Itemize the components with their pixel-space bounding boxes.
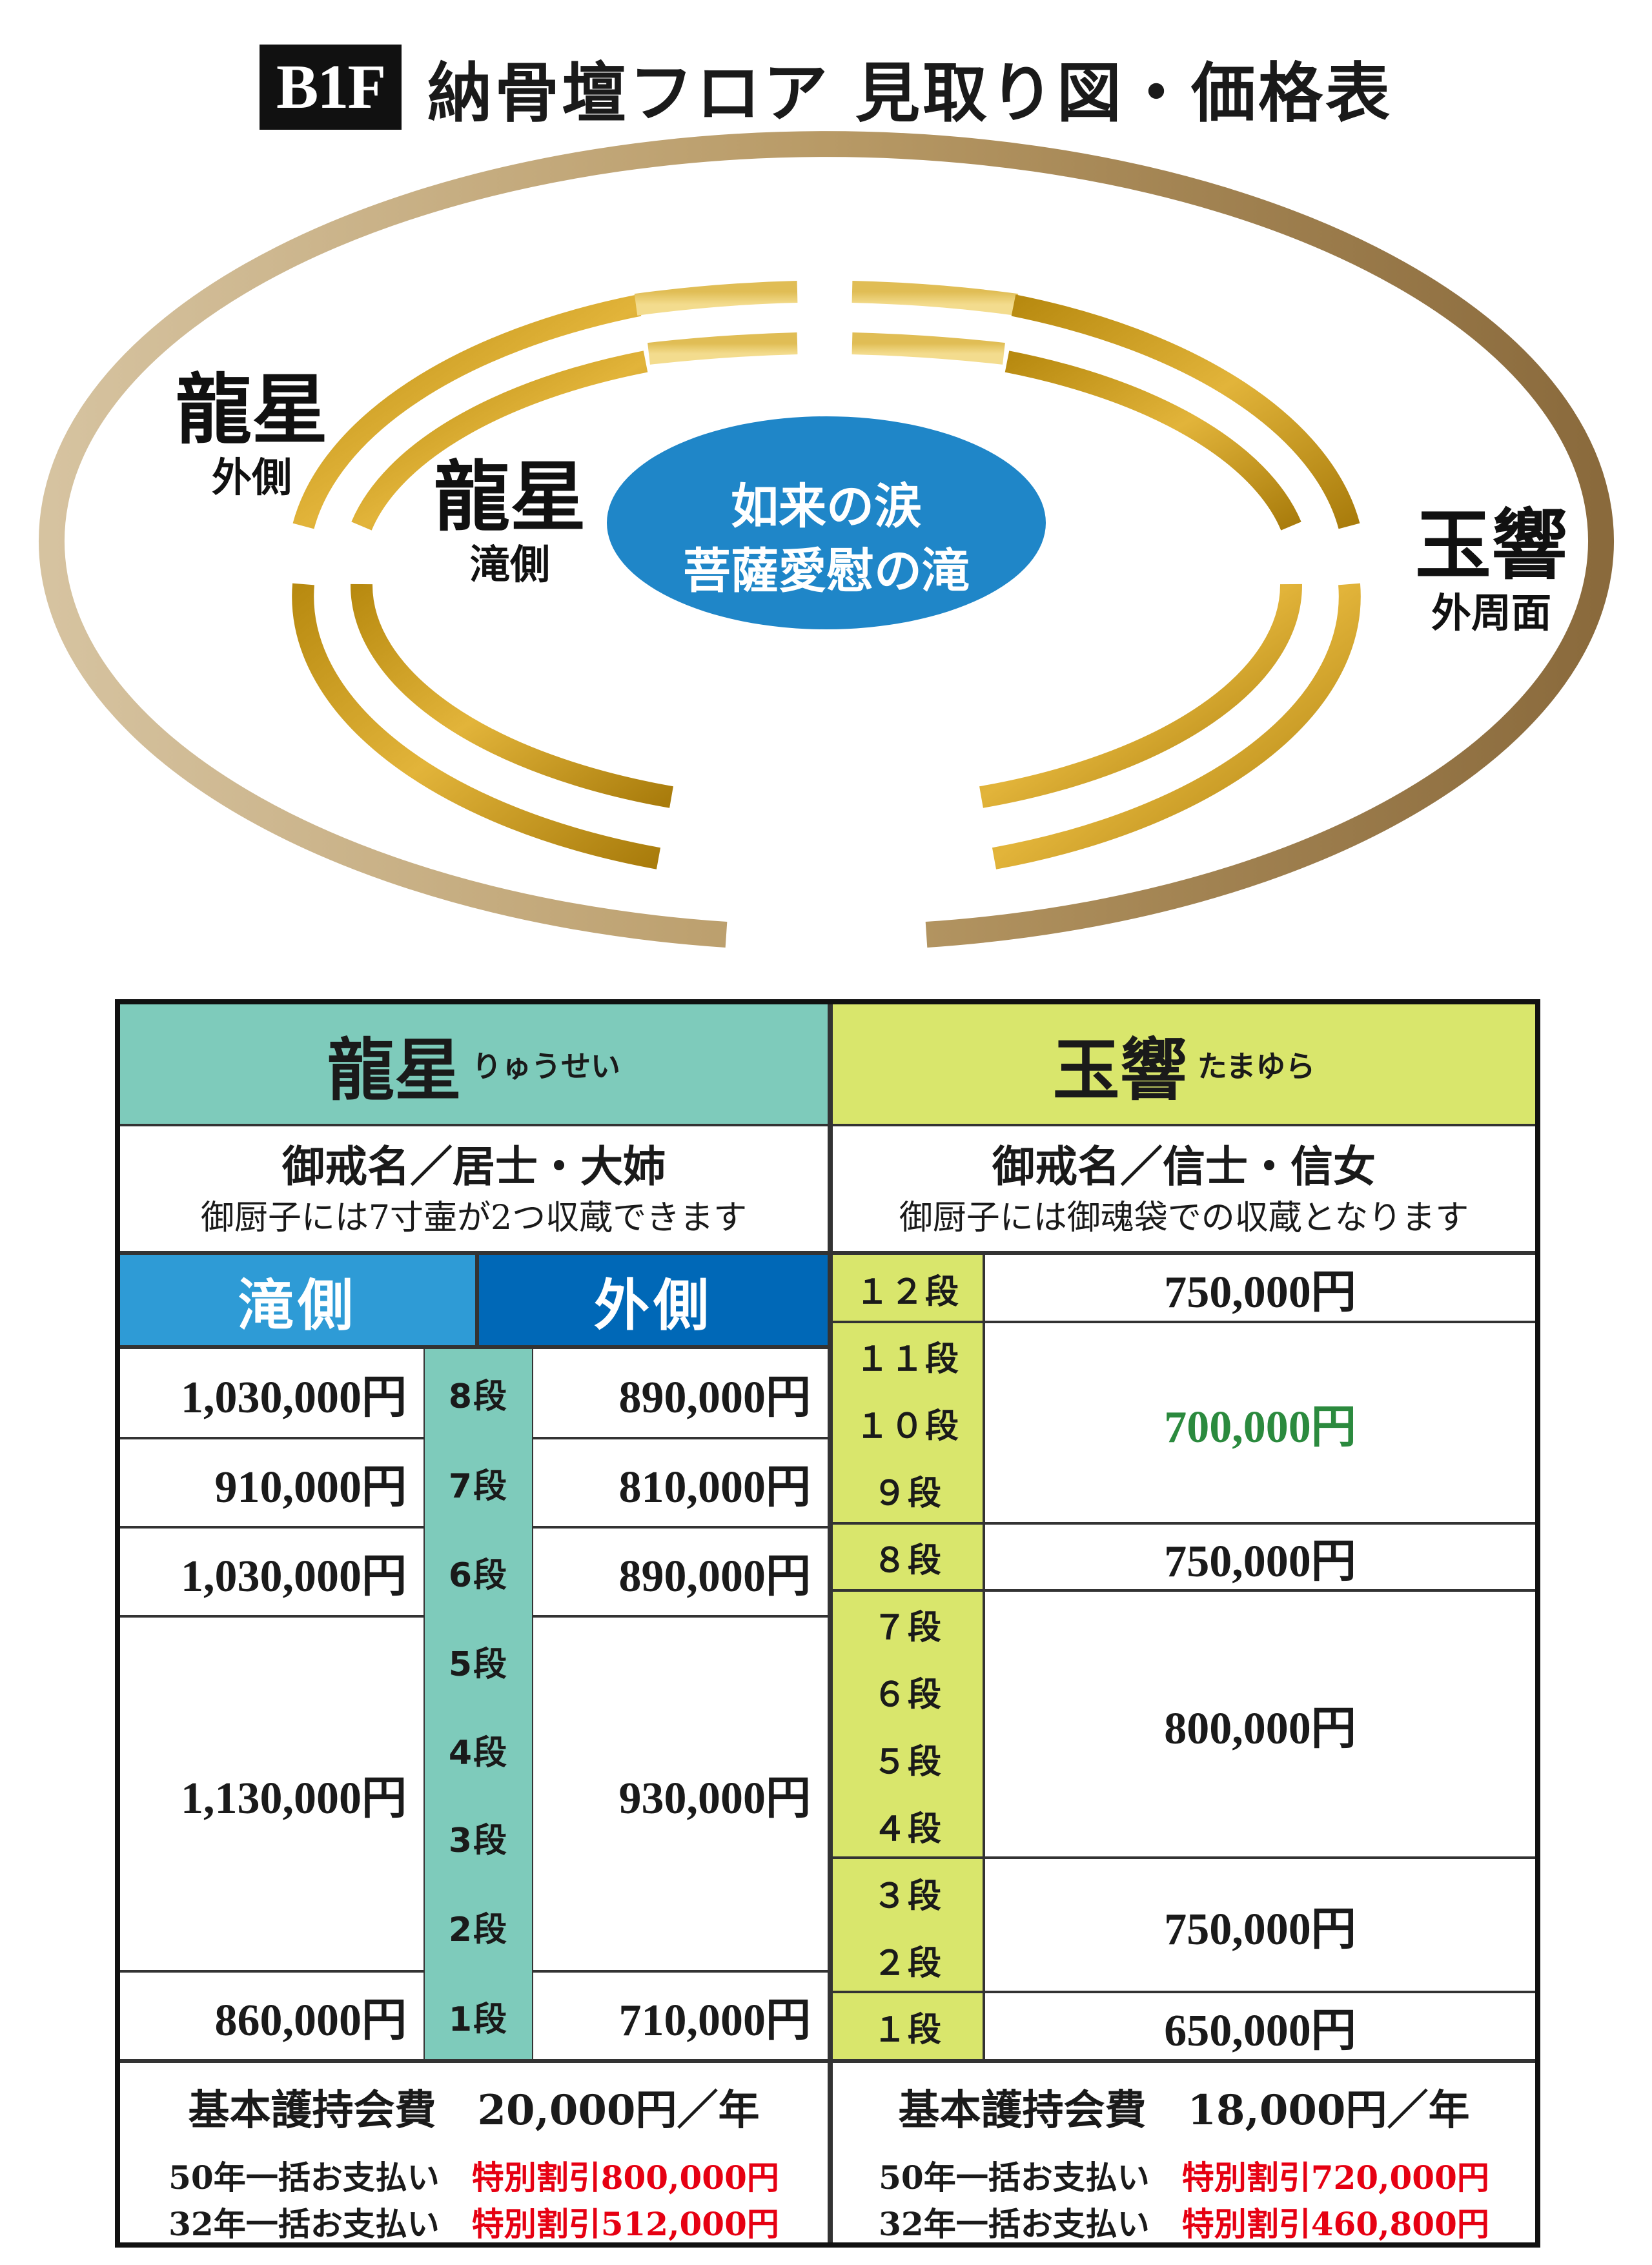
page-header: B1F 納骨壇フロア 見取り図・価格表 [0, 39, 1652, 136]
ryusei-col-soto: 外側 [479, 1255, 828, 1345]
price-table: 龍星 りゅうせい 玉響 たまゆら 御戒名／居士・大姉 御厨子には7寸壷が2つ収蔵でき… [115, 999, 1540, 2248]
ryusei-pay50-label: 50年一括お支払い [168, 2158, 440, 2197]
tamayura-fee-block: 基本護持会費 18,000円／年 50年一括お支払い 特別割引720,000円 … [833, 2063, 1535, 2245]
tamayura-outer-arc-upper-right [1011, 294, 1360, 529]
ryusei-tier: 8段 [448, 1377, 509, 1416]
map-label-tamayura-sub: 外周面 [1431, 589, 1551, 636]
tamayura-price-highlight: 700,000円 [1164, 1402, 1356, 1452]
ryusei-header: 龍星 りゅうせい [120, 1004, 828, 1124]
ryusei-tier: 4段 [448, 1733, 509, 1772]
map-label-center-line1: 如来の涙 [731, 479, 922, 534]
tamayura-tier: ４段 [872, 1809, 943, 1849]
ryusei-soto-price: 890,000円 [618, 1372, 811, 1423]
ryusei-tier: 1段 [425, 1973, 532, 2059]
map-label-ryusei-outer: 龍星 外側 [155, 368, 349, 503]
ryusei-reading: りゅうせい [472, 1048, 620, 1084]
tamayura-fee: 基本護持会費 18,000円／年 [898, 2086, 1470, 2135]
tamayura-desc-title: 御戒名／信士・信女 [992, 1141, 1376, 1192]
tamayura-desc-note: 御厨子には御魂袋での収蔵となります [899, 1198, 1469, 1237]
tamayura-tier: １２段 [855, 1272, 960, 1312]
map-label-ryusei-outer-name: 龍星 [175, 365, 328, 454]
ryusei-pay32-label: 32年一括お支払い [168, 2205, 440, 2243]
tamayura-tier: ５段 [872, 1742, 943, 1782]
tamayura-tier: １段 [872, 2010, 943, 2049]
tamayura-pay50-label: 50年一括お支払い [879, 2158, 1150, 2197]
tamayura-tier: ３段 [872, 1876, 943, 1916]
ryusei-taki-price: 1,030,000円 [181, 1551, 407, 1601]
ryusei-desc-note: 御厨子には7寸壷が2つ収蔵できます [200, 1198, 748, 1237]
tamayura-tier-column [833, 1255, 983, 2059]
outer-wall [39, 131, 1614, 948]
ryusei-pay50: 50年一括お支払い 特別割引800,000円 [168, 2152, 779, 2199]
ryusei-tier: 7段 [448, 1467, 509, 1506]
map-label-ryusei-inner: 龍星 滝側 [413, 455, 607, 591]
ryusei-tier-column [425, 1349, 532, 1998]
tamayura-pay50: 50年一括お支払い 特別割引720,000円 [879, 2152, 1489, 2199]
center-waterfall [607, 416, 1046, 629]
ryusei-tier: 6段 [448, 1556, 509, 1595]
top-bar-left-outer [634, 281, 798, 316]
ryusei-inner-arc-lower-left [350, 584, 673, 808]
tamayura-price: 750,000円 [1164, 1904, 1356, 1955]
map-label-ryusei-inner-name: 龍星 [433, 452, 586, 542]
tamayura-price: 750,000円 [1164, 1536, 1356, 1587]
tamayura-inner-arc-upper-right [1004, 350, 1301, 531]
tamayura-tier: ６段 [872, 1675, 943, 1714]
tamayura-price: 800,000円 [1164, 1703, 1356, 1754]
top-bar-left-inner [648, 332, 798, 365]
map-label-ryusei-inner-sub: 滝側 [469, 541, 550, 588]
ryusei-outer-arc-upper-left [292, 294, 642, 529]
ryusei-soto-price: 710,000円 [618, 1995, 811, 2046]
ryusei-outer-arc-lower-left [292, 583, 661, 869]
map-label-tamayura-name: 玉響 [1414, 500, 1567, 590]
tamayura-tier: １１段 [855, 1339, 960, 1379]
ryusei-fee: 基本護持会費 20,000円／年 [188, 2086, 760, 2135]
floor-map [39, 131, 1614, 948]
tamayura-tier: ７段 [872, 1608, 943, 1647]
floor-badge: B1F [259, 45, 402, 130]
top-bar-right-outer [851, 281, 1019, 316]
ryusei-taki-price: 860,000円 [214, 1995, 407, 2046]
tamayura-pay32: 32年一括お支払い 特別割引460,800円 [879, 2199, 1489, 2245]
tamayura-pay32-value: 特別割引460,800円 [1181, 2205, 1489, 2243]
tamayura-header: 玉響 たまゆら [833, 1004, 1535, 1124]
map-label-ryusei-outer-sub: 外側 [211, 454, 292, 501]
ryusei-name: 龍星 [327, 1030, 462, 1110]
ryusei-description: 御戒名／居士・大姉 御厨子には7寸壷が2つ収蔵できます [120, 1126, 828, 1251]
ryusei-col-taki: 滝側 [120, 1255, 475, 1345]
tamayura-tier: ２段 [872, 1944, 943, 1983]
page-title: 納骨壇フロア 見取り図・価格表 [427, 54, 1393, 131]
map-label-tamayura: 玉響 外周面 [1401, 503, 1582, 639]
tamayura-price: 650,000円 [1164, 2006, 1356, 2056]
ryusei-fee-block: 基本護持会費 20,000円／年 50年一括お支払い 特別割引800,000円 … [120, 2063, 828, 2245]
ryusei-taki-price: 1,030,000円 [181, 1372, 407, 1423]
ryusei-pay32: 32年一括お支払い 特別割引512,000円 [168, 2199, 779, 2245]
ryusei-desc-title: 御戒名／居士・大姉 [282, 1141, 666, 1192]
tamayura-pay32-label: 32年一括お支払い [879, 2205, 1150, 2243]
ryusei-tier: 2段 [448, 1910, 509, 1949]
tamayura-tier: ８段 [872, 1541, 943, 1580]
tamayura-pay50-value: 特別割引720,000円 [1181, 2158, 1489, 2197]
tamayura-tier: ９段 [872, 1474, 943, 1513]
ryusei-inner-arc-upper-left [351, 350, 648, 531]
tamayura-outer-arc-lower-right [992, 583, 1361, 869]
tamayura-name: 玉響 [1052, 1030, 1187, 1110]
ryusei-soto-price: 890,000円 [618, 1551, 811, 1601]
map-label-center-line2: 菩薩愛慰の滝 [683, 543, 970, 599]
ryusei-pay32-value: 特別割引512,000円 [471, 2205, 779, 2243]
tamayura-description: 御戒名／信士・信女 御厨子には御魂袋での収蔵となります [833, 1126, 1535, 1251]
top-bar-right-inner [851, 332, 1005, 365]
ryusei-taki-price: 1,130,000円 [181, 1773, 407, 1823]
ryusei-tier: 5段 [448, 1645, 509, 1684]
ryusei-pay50-value: 特別割引800,000円 [471, 2158, 779, 2197]
ryusei-taki-price: 910,000円 [214, 1462, 407, 1512]
ryusei-soto-price: 930,000円 [618, 1773, 811, 1823]
ryusei-soto-price: 810,000円 [618, 1462, 811, 1512]
map-label-center: 如来の涙 菩薩愛慰の滝 [600, 474, 1052, 604]
tamayura-price: 750,000円 [1164, 1267, 1356, 1317]
ryusei-tier: 3段 [448, 1821, 509, 1860]
tamayura-tier: １０段 [855, 1407, 960, 1446]
tamayura-inner-arc-lower-right [979, 584, 1303, 808]
tamayura-reading: たまゆら [1197, 1048, 1316, 1084]
